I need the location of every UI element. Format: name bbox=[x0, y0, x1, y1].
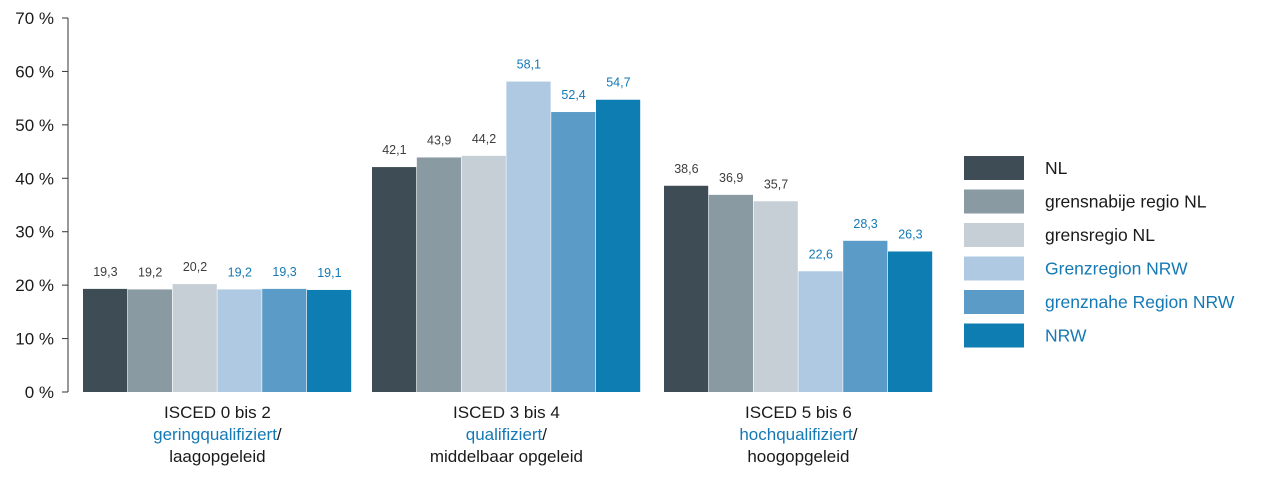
bar-value-label: 52,4 bbox=[561, 88, 585, 102]
bar bbox=[506, 81, 551, 392]
bar bbox=[798, 271, 843, 392]
y-tick-label: 10 % bbox=[15, 330, 54, 349]
bar-value-label: 28,3 bbox=[853, 217, 877, 231]
bars bbox=[83, 81, 933, 392]
bar bbox=[461, 155, 506, 392]
bar bbox=[596, 99, 641, 392]
bar-value-label: 26,3 bbox=[898, 227, 922, 241]
bar bbox=[262, 288, 307, 392]
bar-value-label: 42,1 bbox=[382, 143, 406, 157]
category-label-line1: ISCED 3 bis 4 bbox=[453, 403, 560, 422]
category-label-de: geringqualifiziert bbox=[153, 425, 277, 444]
data-labels: 19,3 19,2 20,2 19,2 19,3 19,1 42,1 43,9 44,2 58,1… bbox=[93, 58, 922, 280]
legend-label: Grenzregion NRW bbox=[1045, 259, 1188, 279]
bar-value-label: 43,9 bbox=[427, 133, 451, 147]
bar bbox=[372, 167, 417, 392]
category-label-line2: hochqualifiziert/ bbox=[739, 425, 857, 444]
legend-swatch bbox=[964, 223, 1024, 247]
legend-label: grenznahe Region NRW bbox=[1045, 292, 1235, 312]
category-label-line1: ISCED 0 bis 2 bbox=[164, 403, 271, 422]
bar-value-label: 22,6 bbox=[809, 247, 833, 261]
legend-label: grensregio NL bbox=[1045, 225, 1155, 245]
bar-value-label: 19,3 bbox=[93, 265, 117, 279]
bar bbox=[551, 112, 596, 392]
legend-swatch bbox=[964, 256, 1024, 281]
legend-label: NRW bbox=[1045, 326, 1087, 346]
category-label-de: qualifiziert bbox=[466, 425, 543, 444]
bar-value-label: 19,3 bbox=[272, 265, 296, 279]
y-tick-label: 40 % bbox=[15, 169, 54, 188]
category-label-line3: hoogopgeleid bbox=[747, 447, 849, 466]
bar bbox=[217, 289, 262, 392]
category-label-slash: / bbox=[542, 425, 547, 444]
y-tick-label: 0 % bbox=[25, 383, 54, 402]
y-tick-label: 70 % bbox=[15, 9, 54, 28]
bar bbox=[843, 240, 888, 392]
bar-value-label: 19,2 bbox=[138, 265, 162, 279]
legend-swatch bbox=[964, 323, 1024, 348]
y-axis: 0 % 10 % 20 % 30 % 40 % 50 % 60 % 70 % bbox=[15, 9, 69, 402]
category-label-line2: qualifiziert/ bbox=[466, 425, 548, 444]
legend: NL grensnabije regio NL grensregio NL Grenz… bbox=[964, 156, 1235, 348]
bar-value-label: 58,1 bbox=[517, 58, 541, 72]
bar-value-label: 38,6 bbox=[674, 162, 698, 176]
bar bbox=[888, 251, 933, 392]
legend-swatch bbox=[964, 156, 1024, 180]
bar bbox=[708, 194, 753, 392]
bar bbox=[127, 289, 172, 392]
bar-value-label: 20,2 bbox=[183, 260, 207, 274]
category-label-line3: middelbaar opgeleid bbox=[430, 447, 583, 466]
legend-swatch bbox=[964, 290, 1024, 314]
bar-value-label: 36,9 bbox=[719, 171, 743, 185]
bar-value-label: 19,2 bbox=[228, 265, 252, 279]
category-label-line1: ISCED 5 bis 6 bbox=[745, 403, 852, 422]
bar bbox=[416, 157, 461, 392]
category-label-line3: laagopgeleid bbox=[169, 447, 265, 466]
bar bbox=[664, 185, 709, 392]
bar-value-label: 19,1 bbox=[317, 266, 341, 280]
legend-label: NL bbox=[1045, 158, 1068, 178]
bar bbox=[83, 288, 128, 392]
y-tick-label: 20 % bbox=[15, 276, 54, 295]
bar-value-label: 35,7 bbox=[764, 177, 788, 191]
bar-value-label: 54,7 bbox=[606, 76, 630, 90]
bar bbox=[172, 284, 217, 392]
category-labels: ISCED 0 bis 2geringqualifiziert/laagopge… bbox=[153, 403, 858, 466]
bar bbox=[753, 201, 798, 392]
bar-value-label: 44,2 bbox=[472, 132, 496, 146]
y-tick-label: 60 % bbox=[15, 62, 54, 81]
category-label-slash: / bbox=[853, 425, 858, 444]
y-tick-label: 50 % bbox=[15, 116, 54, 135]
y-tick-label: 30 % bbox=[15, 223, 54, 242]
category-label-line2: geringqualifiziert/ bbox=[153, 425, 282, 444]
category-label-slash: / bbox=[277, 425, 282, 444]
legend-label: grensnabije regio NL bbox=[1045, 192, 1207, 212]
category-label-de: hochqualifiziert bbox=[739, 425, 853, 444]
legend-swatch bbox=[964, 189, 1024, 214]
bar bbox=[307, 289, 352, 392]
